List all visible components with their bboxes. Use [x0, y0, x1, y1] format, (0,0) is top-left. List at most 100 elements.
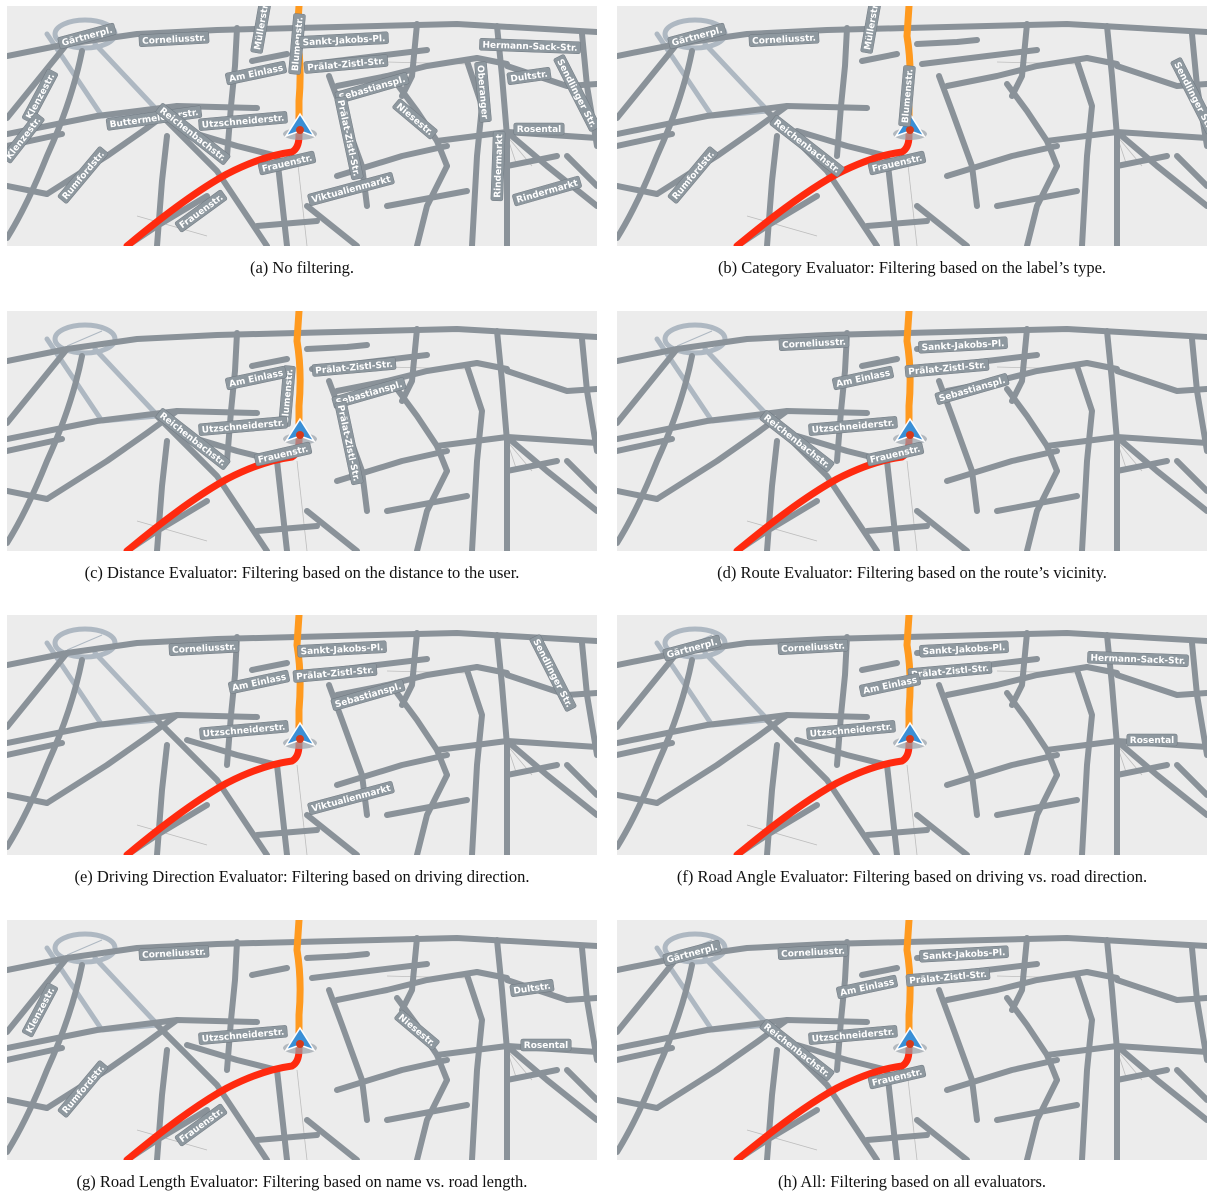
- road-distant: [92, 650, 160, 722]
- map-panel-c: Blumenstr. Prälat-Zistl-Str. Am Einlass Seb…: [7, 311, 597, 586]
- road: [334, 752, 450, 788]
- road: [1024, 1077, 1060, 1160]
- map-view: Gärtnerpl. Corneliusstr. Müllerstr. Blumens…: [7, 6, 597, 246]
- road: [254, 523, 320, 534]
- street-label: Corneliusstr.: [138, 945, 210, 961]
- road: [1004, 81, 1060, 169]
- street-label-text: Corneliusstr.: [142, 34, 206, 47]
- road: [249, 356, 290, 369]
- road: [7, 962, 85, 1155]
- road: [994, 1102, 1080, 1123]
- road: [794, 737, 890, 768]
- road: [154, 1022, 270, 1160]
- road: [464, 58, 485, 246]
- road: [617, 488, 660, 502]
- road: [564, 762, 597, 798]
- road: [914, 812, 970, 855]
- road: [274, 1067, 290, 1160]
- road: [254, 827, 320, 838]
- map-view: Blumenstr. Prälat-Zistl-Str. Am Einlass Seb…: [7, 311, 597, 551]
- road: [334, 55, 480, 89]
- road: [334, 969, 480, 1003]
- street-label-text: Oberanger: [474, 65, 489, 120]
- road: [334, 1057, 450, 1093]
- road: [7, 326, 597, 364]
- road: [304, 1117, 360, 1160]
- road: [249, 965, 290, 978]
- street-label-text: Sankt-Jakobs-Pl.: [300, 643, 383, 657]
- street-label: Corneliusstr.: [138, 31, 210, 47]
- street-label-text: Blumenstr.: [291, 17, 306, 72]
- road: [414, 468, 450, 551]
- road: [1084, 55, 1120, 67]
- figure-caption: (b) Category Evaluator: Filtering based …: [717, 258, 1107, 277]
- road: [617, 1045, 675, 1063]
- street-label: Corneliusstr.: [778, 335, 850, 351]
- street-label-text: Rosental: [1130, 736, 1174, 746]
- roundabout: [52, 626, 118, 660]
- road: [617, 712, 870, 746]
- road: [914, 203, 970, 246]
- road: [274, 762, 290, 855]
- road: [1174, 1067, 1207, 1103]
- map-panel-e: Corneliusstr. Sankt-Jakobs-Pl. Sendlinger …: [7, 615, 597, 890]
- road: [7, 183, 50, 197]
- road: [794, 1042, 890, 1073]
- road: [1189, 945, 1207, 1063]
- road: [1114, 672, 1207, 698]
- road: [617, 48, 695, 241]
- road: [859, 51, 900, 64]
- road: [224, 330, 240, 464]
- road: [617, 1097, 660, 1111]
- road: [944, 55, 1090, 89]
- street-label-text: Corneliusstr.: [172, 643, 236, 656]
- road: [504, 672, 597, 698]
- road: [504, 129, 597, 209]
- road: [504, 1067, 560, 1083]
- road: [617, 962, 695, 1155]
- road: [334, 664, 480, 698]
- road: [617, 740, 675, 758]
- street-label-text: Sankt-Jakobs-Pl.: [302, 34, 385, 48]
- navigation-arrow-icon: [283, 721, 317, 749]
- road: [1024, 163, 1060, 246]
- road: [414, 772, 450, 855]
- road: [154, 717, 270, 855]
- footpath: [906, 1069, 918, 1160]
- road: [7, 103, 260, 137]
- road: [1104, 23, 1120, 246]
- road: [474, 664, 510, 676]
- road: [617, 131, 675, 149]
- road: [399, 21, 420, 99]
- road: [1004, 386, 1060, 474]
- road: [1074, 58, 1095, 246]
- street-label-text: Sankt-Jakobs-Pl.: [921, 339, 1004, 353]
- road: [399, 935, 420, 1013]
- street-label: Corneliusstr.: [168, 640, 240, 656]
- navigation-arrow-icon: [283, 112, 317, 140]
- road: [474, 55, 510, 67]
- road: [154, 108, 270, 246]
- figure-caption: (g) Road Length Evaluator: Filtering bas…: [76, 1172, 528, 1191]
- road: [1004, 690, 1060, 778]
- road: [394, 690, 450, 778]
- street-label: Blumenstr.: [278, 365, 296, 427]
- street-label: Sankt-Jakobs-Pl.: [919, 640, 1009, 658]
- footpath: [136, 824, 208, 846]
- road: [884, 762, 900, 855]
- road: [504, 1043, 597, 1123]
- street-label-text: Corneliusstr.: [752, 34, 816, 47]
- road: [7, 1017, 260, 1051]
- footpath: [746, 824, 818, 846]
- road: [834, 634, 850, 768]
- road: [504, 434, 597, 514]
- road: [304, 342, 370, 352]
- road: [859, 356, 900, 369]
- footpath: [906, 764, 918, 855]
- road: [7, 41, 70, 121]
- road: [249, 51, 290, 64]
- road: [617, 650, 680, 730]
- road: [864, 523, 930, 534]
- road: [7, 488, 50, 502]
- road: [7, 740, 65, 758]
